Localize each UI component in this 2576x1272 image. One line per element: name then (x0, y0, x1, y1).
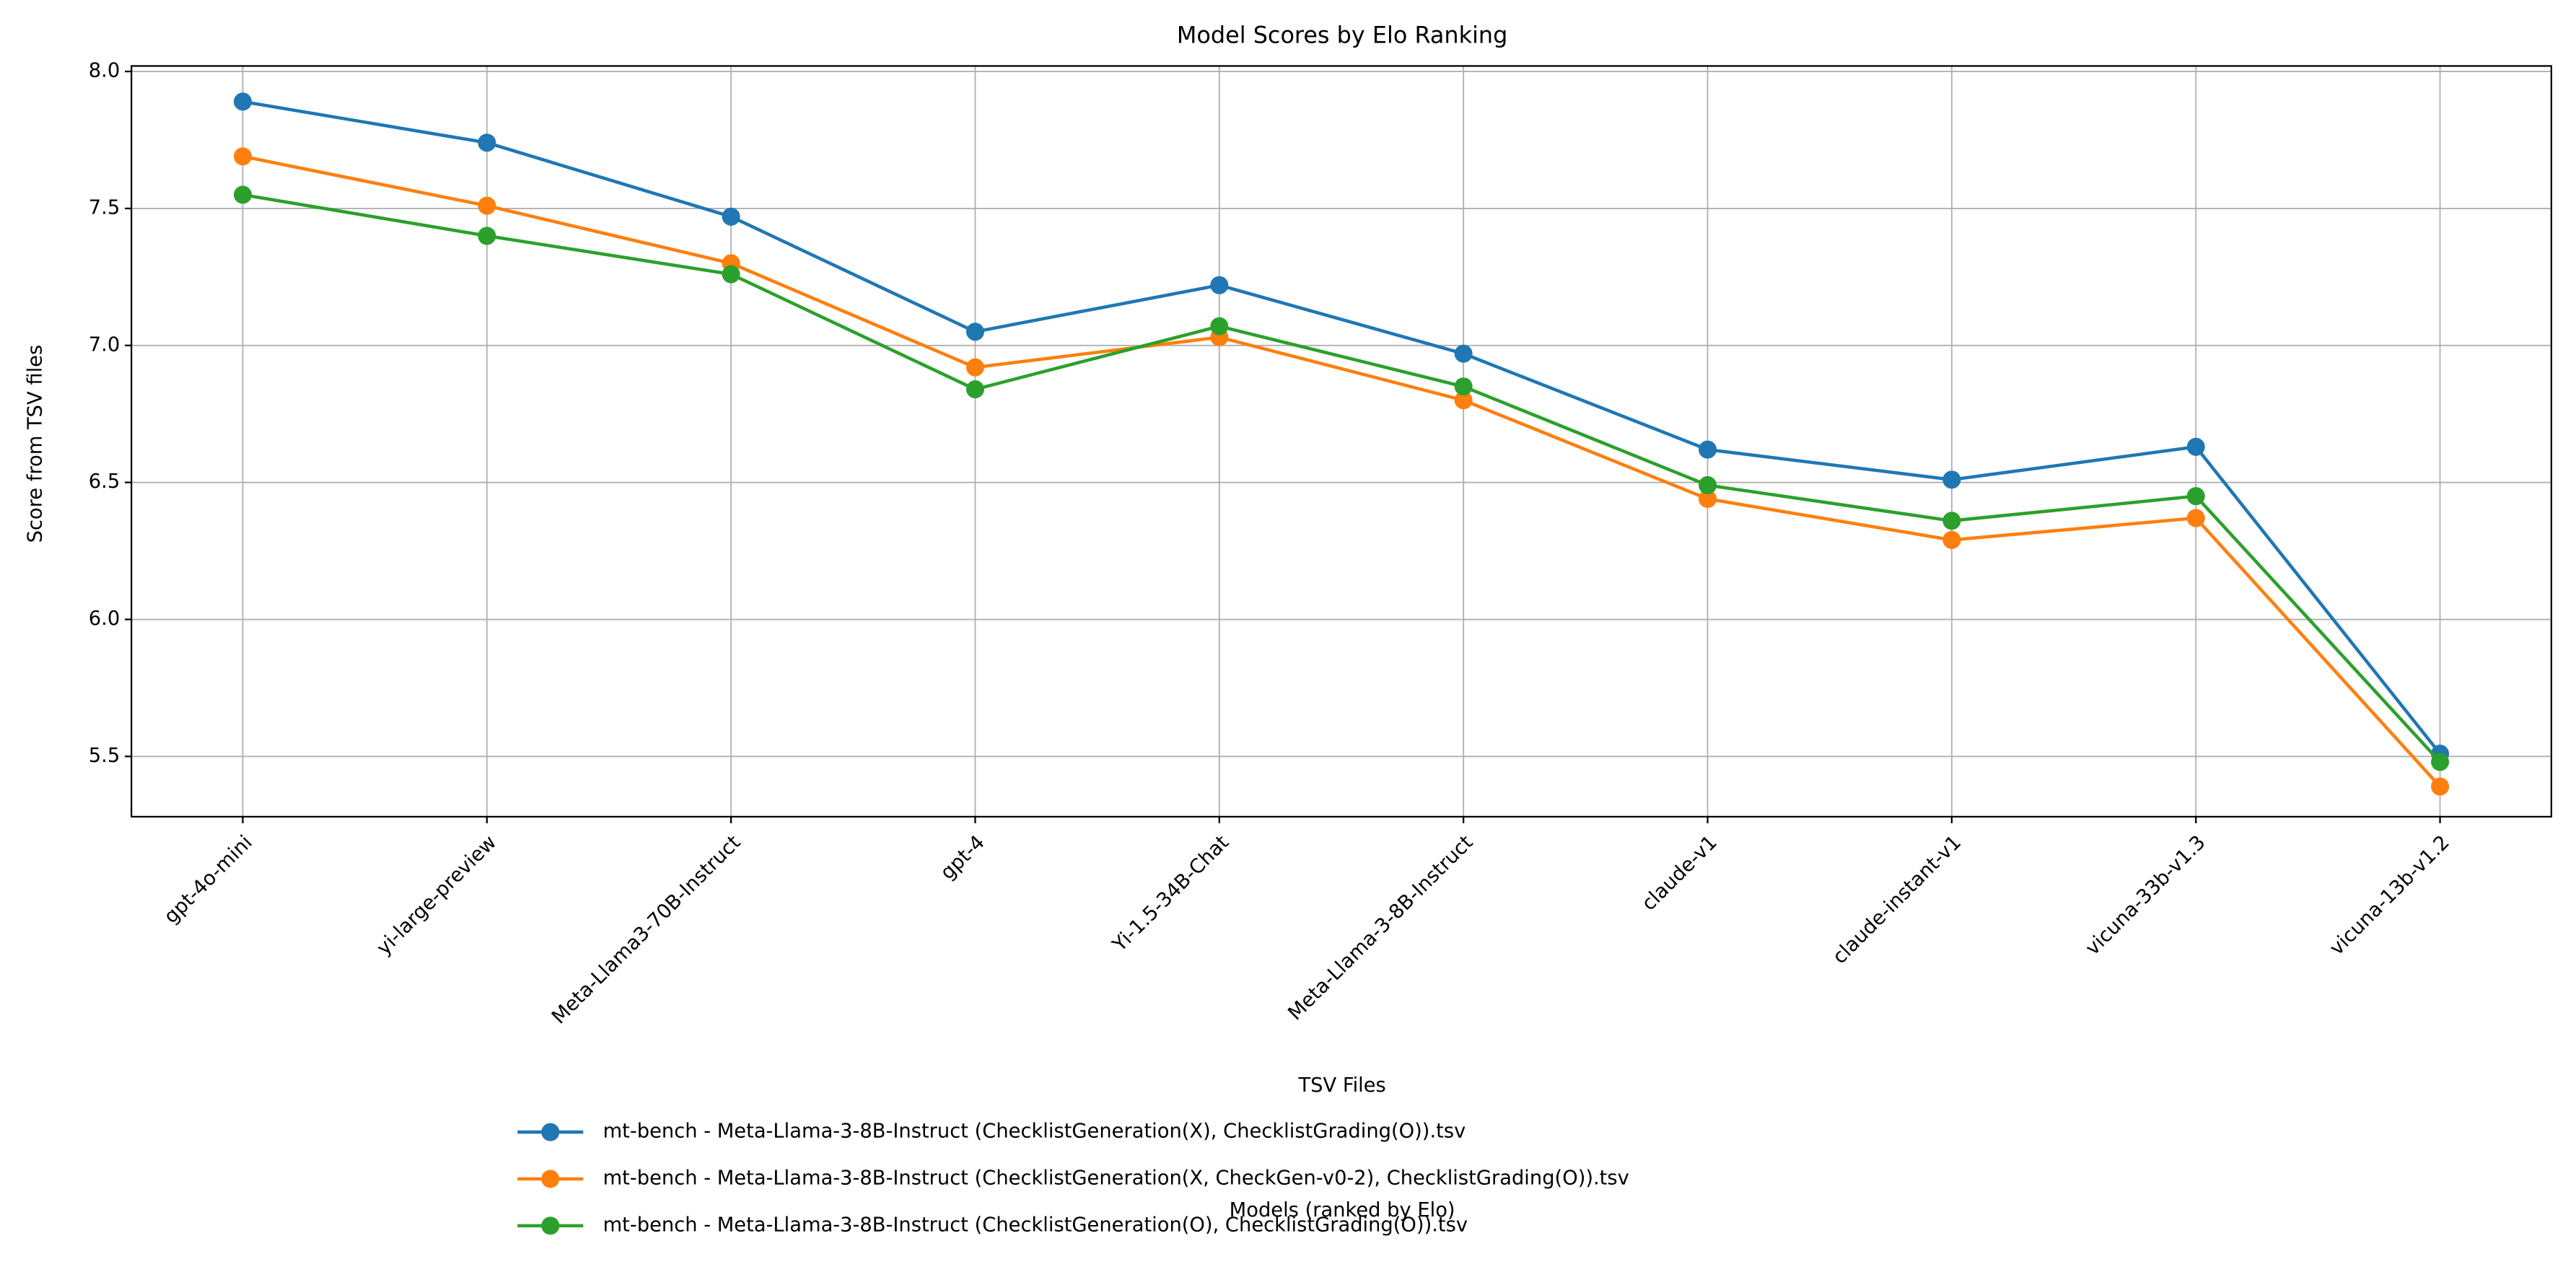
line (242, 154, 2442, 788)
marker (1454, 344, 1473, 363)
legend-marker (541, 1216, 560, 1235)
marker (233, 92, 252, 111)
line (242, 100, 2442, 755)
marker (965, 380, 984, 399)
marker (2186, 487, 2205, 506)
marker (2431, 777, 2450, 796)
marker (1210, 317, 1229, 335)
marker (233, 147, 252, 166)
y-tick-label: 7.0 (89, 333, 120, 356)
legend-label: mt-bench - Meta-Llama-3-8B-Instruct (Che… (603, 1167, 1629, 1189)
marker (2186, 437, 2205, 456)
marker (2186, 509, 2205, 527)
marker (1210, 276, 1229, 294)
x-axis-label: Models (ranked by Elo) (1230, 1199, 1455, 1221)
marker (722, 207, 740, 226)
marker (1942, 470, 1961, 489)
legend-label: mt-bench - Meta-Llama-3-8B-Instruct (Che… (603, 1120, 1466, 1143)
chart-title: Model Scores by Elo Ranking (1177, 21, 1507, 48)
y-axis-label: Score from TSV files (25, 345, 47, 543)
marker (2431, 753, 2450, 771)
line (242, 193, 2442, 763)
marker (965, 323, 984, 341)
y-tick-label: 6.5 (89, 470, 120, 493)
marker (1698, 475, 1717, 494)
legend-marker (541, 1123, 560, 1141)
y-tick-label: 8.0 (89, 60, 120, 82)
marker (1698, 440, 1717, 459)
marker (478, 227, 496, 245)
marker (1942, 512, 1961, 530)
marker (1454, 391, 1473, 410)
marker (1454, 377, 1473, 396)
y-tick-label: 7.5 (89, 196, 120, 219)
plot-frame (131, 65, 2552, 818)
marker (478, 196, 496, 215)
marker (478, 133, 496, 152)
y-tick-label: 6.0 (89, 608, 120, 630)
legend-marker (541, 1170, 560, 1188)
y-tick-label: 5.5 (89, 745, 120, 767)
legend-title: TSV Files (1297, 1074, 1385, 1097)
marker (965, 358, 984, 377)
legend-label: mt-bench - Meta-Llama-3-8B-Instruct (Che… (603, 1214, 1468, 1236)
marker (233, 185, 252, 204)
marker (1698, 489, 1717, 508)
marker (1942, 530, 1961, 549)
marker (722, 265, 740, 284)
